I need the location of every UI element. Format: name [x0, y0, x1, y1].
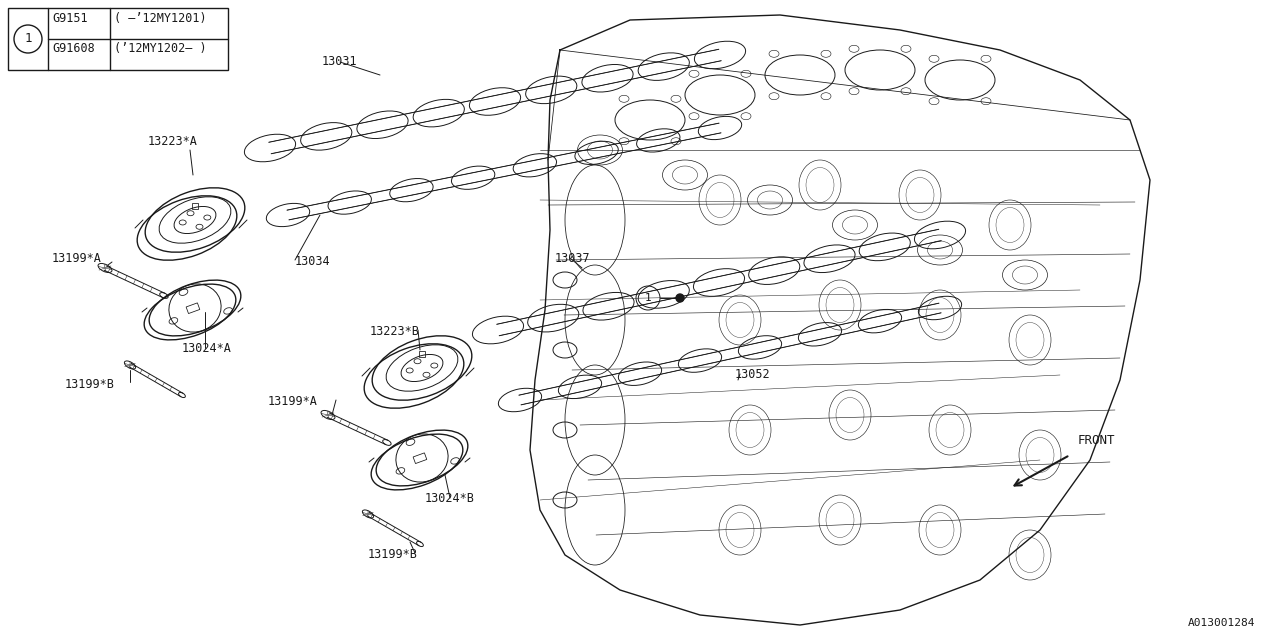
Text: 13024*A: 13024*A — [182, 342, 232, 355]
Bar — [413, 453, 426, 463]
Bar — [419, 351, 425, 357]
Circle shape — [676, 294, 684, 302]
Text: 13223*B: 13223*B — [370, 325, 420, 338]
Text: G91608: G91608 — [52, 42, 95, 55]
Text: FRONT: FRONT — [1078, 434, 1115, 447]
Text: 13199*A: 13199*A — [52, 252, 102, 265]
Text: 13037: 13037 — [556, 252, 590, 265]
Text: 13052: 13052 — [735, 368, 771, 381]
Text: A013001284: A013001284 — [1188, 618, 1254, 628]
Text: 13031: 13031 — [323, 55, 357, 68]
Text: 1: 1 — [645, 293, 652, 303]
Bar — [192, 203, 198, 209]
Text: 13223*A: 13223*A — [148, 135, 198, 148]
Text: 13199*B: 13199*B — [65, 378, 115, 391]
Text: (’12MY1202– ): (’12MY1202– ) — [114, 42, 206, 55]
Text: 13199*B: 13199*B — [369, 548, 417, 561]
Bar — [186, 303, 200, 314]
Text: 13034: 13034 — [294, 255, 330, 268]
Text: G9151: G9151 — [52, 12, 87, 25]
Text: ( –’12MY1201): ( –’12MY1201) — [114, 12, 206, 25]
Bar — [8, 8, 228, 70]
Text: 13199*A: 13199*A — [268, 395, 317, 408]
Text: 1: 1 — [24, 33, 32, 45]
Text: 13024*B: 13024*B — [425, 492, 475, 505]
